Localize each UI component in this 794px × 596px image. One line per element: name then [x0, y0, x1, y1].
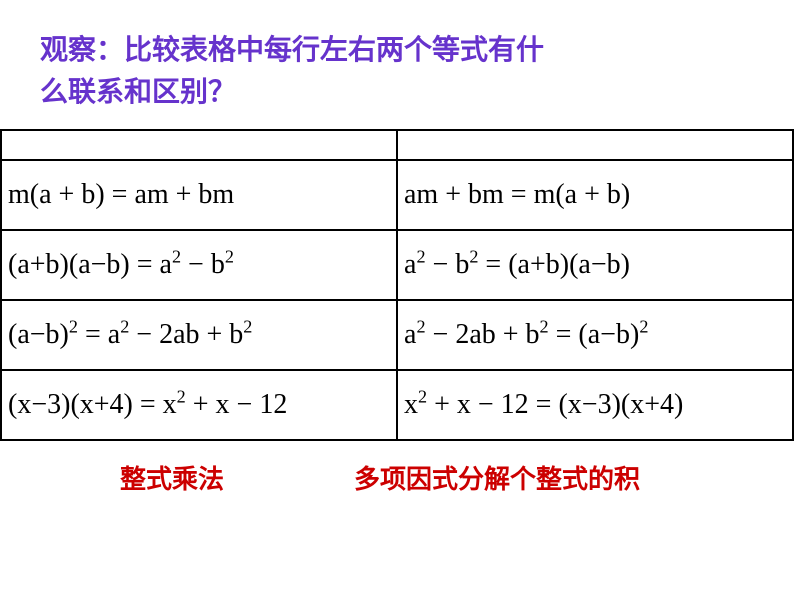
table-row: (a−b)2 = a2 − 2ab + b2 a2 − 2ab + b2 = (… — [1, 300, 793, 370]
table-header-row — [1, 130, 793, 160]
eq-cell-left: (x−3)(x+4) = x2 + x − 12 — [1, 370, 397, 440]
equation: am + bm = m(a + b) — [404, 179, 630, 211]
header-cell-left — [1, 130, 397, 160]
equation: (a−b)2 = a2 − 2ab + b2 — [8, 319, 252, 351]
eq-cell-right: x2 + x − 12 = (x−3)(x+4) — [397, 370, 793, 440]
equation: (a+b)(a−b) = a2 − b2 — [8, 249, 234, 281]
footer-left-label: 整式乘法 — [120, 459, 224, 496]
header-line2: 么联系和区别？ — [40, 72, 754, 114]
header-line1: 观察：比较表格中每行左右两个等式有什 — [40, 30, 754, 72]
footer-labels: 整式乘法 多项因式分解个整式的积 — [0, 441, 794, 496]
header-cell-right — [397, 130, 793, 160]
equations-table: m(a + b) = am + bm am + bm = m(a + b) (a… — [0, 129, 794, 441]
eq-cell-right: a2 − 2ab + b2 = (a−b)2 — [397, 300, 793, 370]
eq-cell-left: (a−b)2 = a2 − 2ab + b2 — [1, 300, 397, 370]
eq-cell-right: am + bm = m(a + b) — [397, 160, 793, 230]
table-row: (x−3)(x+4) = x2 + x − 12 x2 + x − 12 = (… — [1, 370, 793, 440]
eq-cell-right: a2 − b2 = (a+b)(a−b) — [397, 230, 793, 300]
footer-right-label: 多项因式分解个整式的积 — [354, 459, 640, 496]
equation: m(a + b) = am + bm — [8, 179, 234, 211]
equation: (x−3)(x+4) = x2 + x − 12 — [8, 389, 287, 421]
equation: a2 − 2ab + b2 = (a−b)2 — [404, 319, 648, 351]
eq-cell-left: (a+b)(a−b) = a2 − b2 — [1, 230, 397, 300]
instruction-header: 观察：比较表格中每行左右两个等式有什 么联系和区别？ — [0, 0, 794, 129]
equation: x2 + x − 12 = (x−3)(x+4) — [404, 389, 683, 421]
table-row: (a+b)(a−b) = a2 − b2 a2 − b2 = (a+b)(a−b… — [1, 230, 793, 300]
table-row: m(a + b) = am + bm am + bm = m(a + b) — [1, 160, 793, 230]
eq-cell-left: m(a + b) = am + bm — [1, 160, 397, 230]
equation: a2 − b2 = (a+b)(a−b) — [404, 249, 630, 281]
